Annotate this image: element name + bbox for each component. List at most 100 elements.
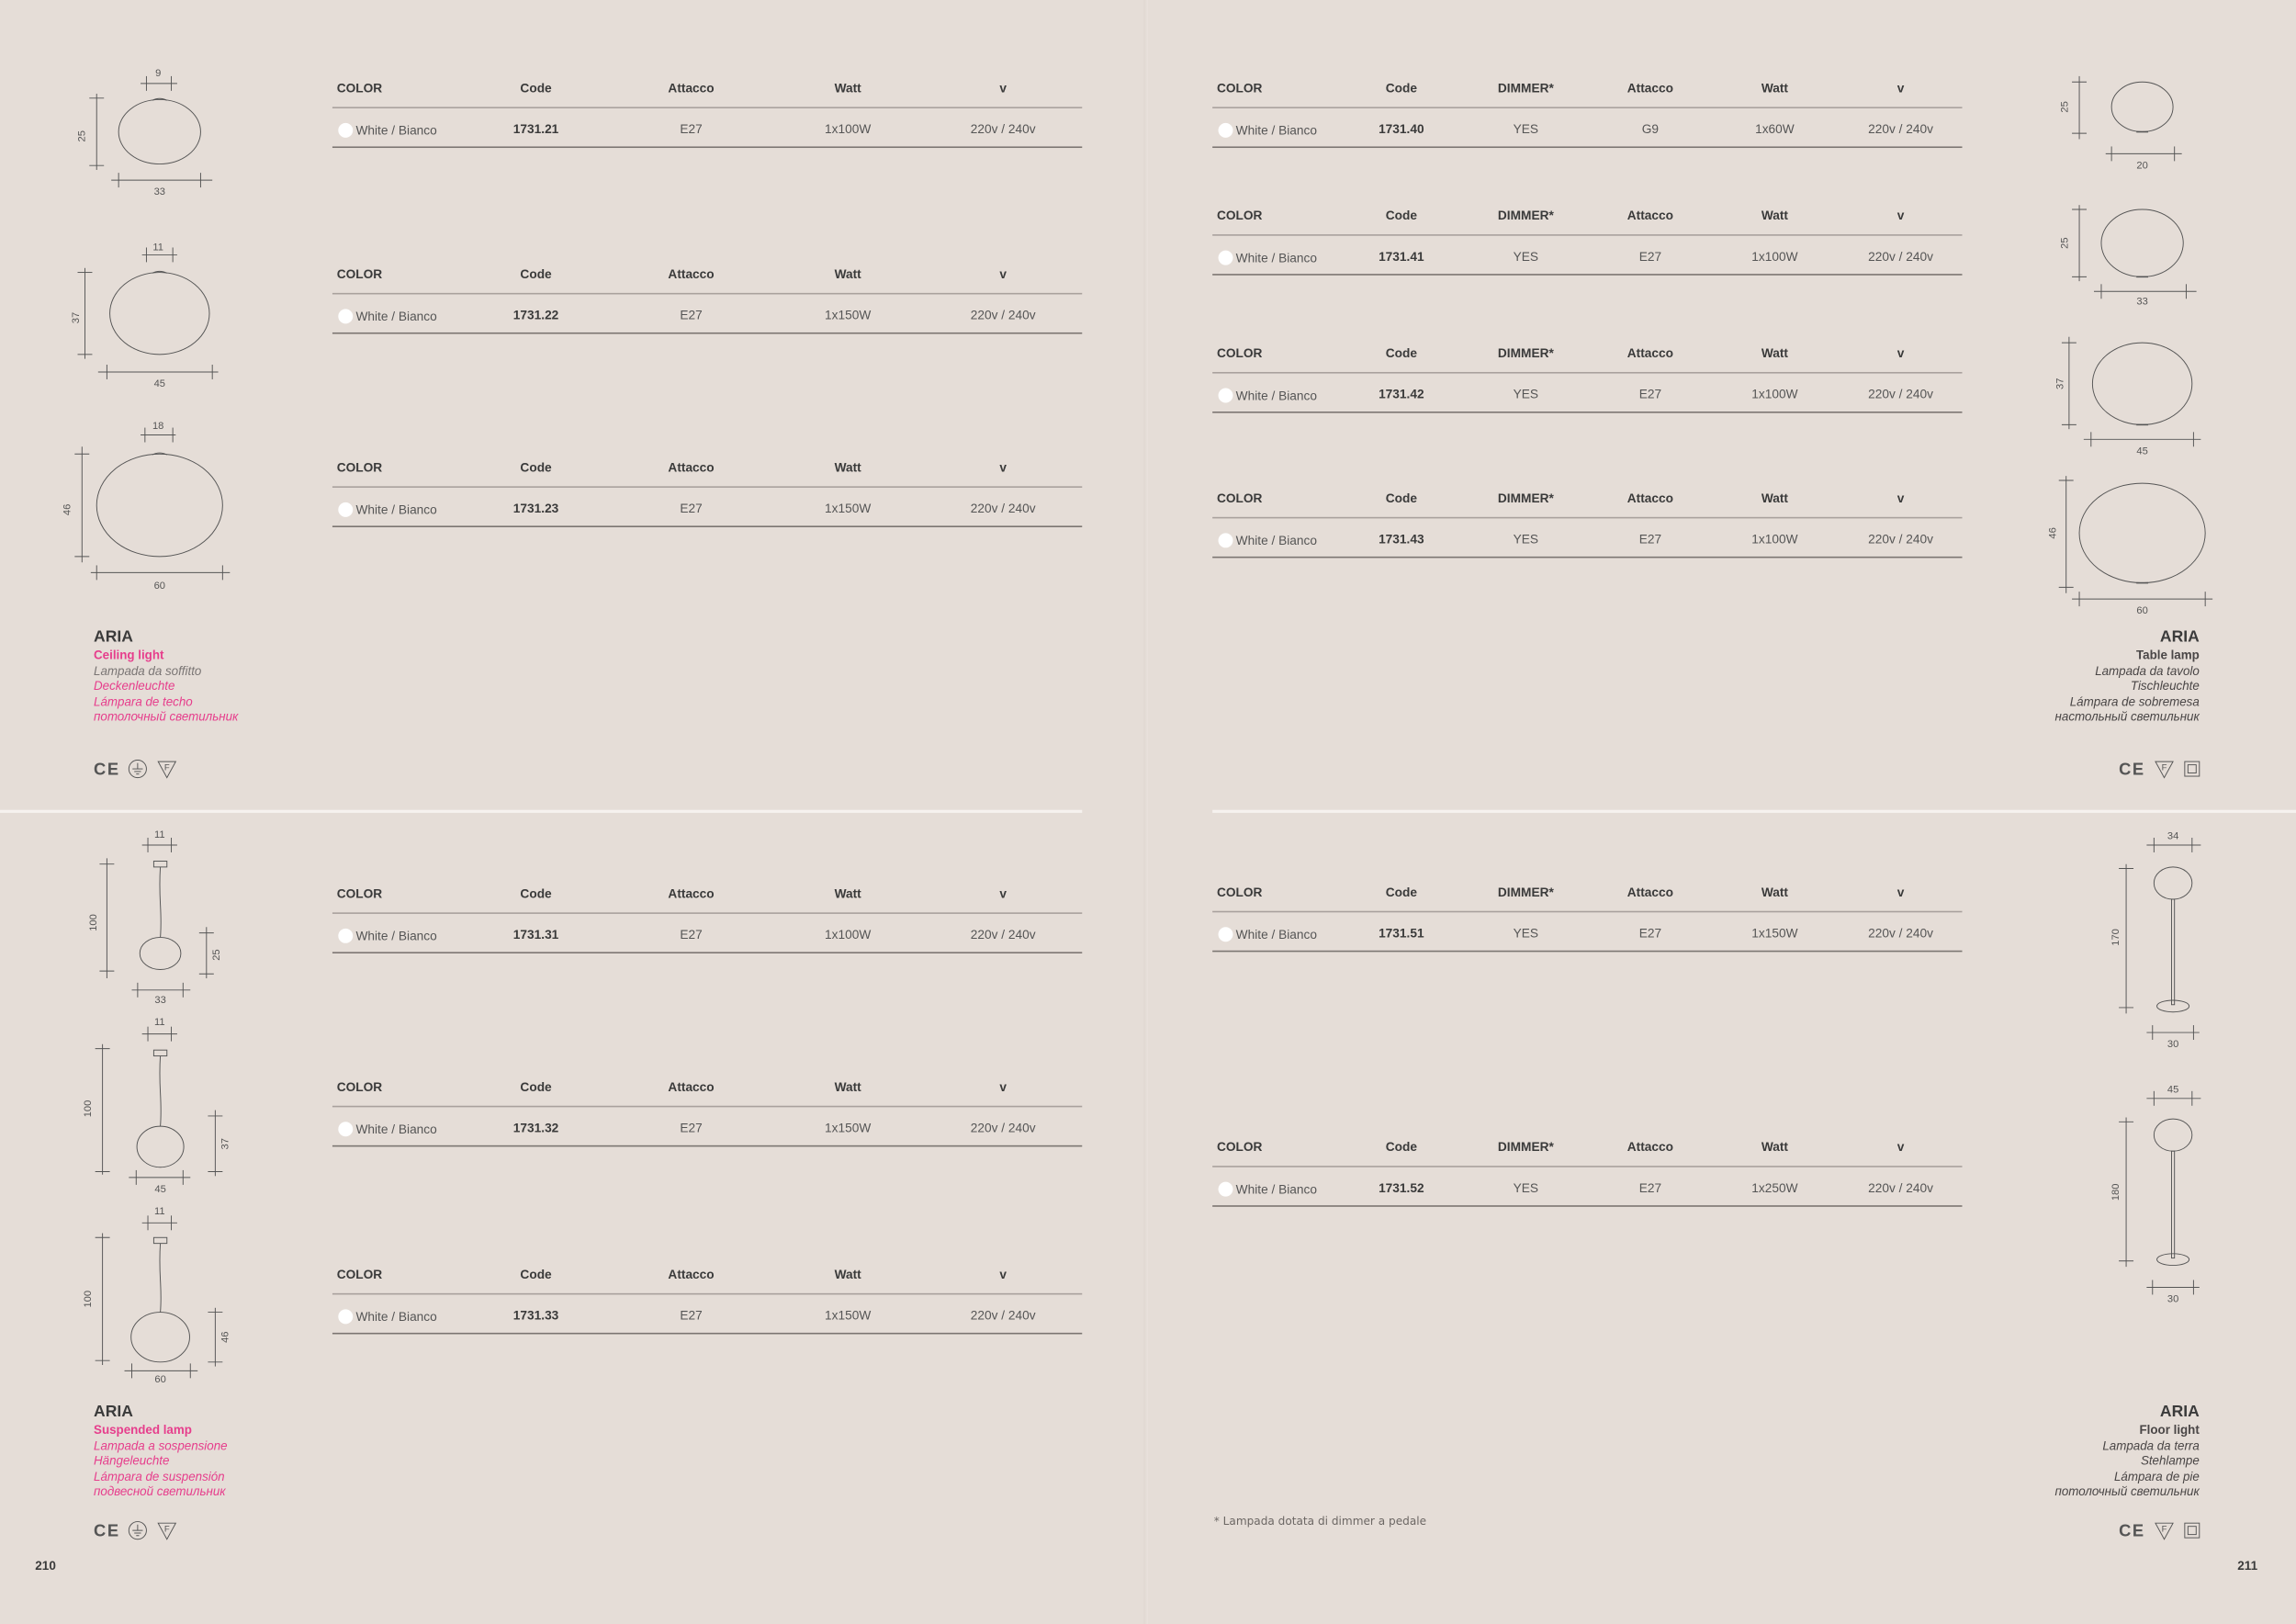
color-swatch-white[interactable]: [338, 122, 354, 138]
f-triangle-icon: F: [2162, 763, 2167, 773]
color-name: White / Bianco: [355, 502, 437, 517]
header-attacco: Attacco: [668, 459, 715, 475]
header-color: COLOR: [336, 885, 383, 901]
dimension-label: 170: [2110, 929, 2122, 946]
cell-code: 1731.22: [512, 307, 559, 322]
ce-mark-icon: CE: [2119, 759, 2145, 778]
header-v: v: [1896, 345, 1905, 361]
color-swatch-white[interactable]: [1218, 388, 1233, 403]
header-code: Code: [1385, 345, 1417, 361]
header-code: Code: [520, 885, 552, 901]
dimension-label: 180: [2110, 1184, 2122, 1201]
header-color: COLOR: [336, 1267, 383, 1282]
header-watt: Watt: [834, 1267, 861, 1282]
glass-globe: [2153, 1118, 2193, 1152]
cell-dimmer: YES: [1513, 386, 1539, 401]
lamp-stem: [2171, 898, 2176, 1006]
earth-ground-icon: [128, 760, 147, 779]
cell-code: 1731.42: [1379, 386, 1424, 401]
row-rule: [1212, 950, 1963, 953]
color-swatch-white[interactable]: [338, 502, 354, 517]
section-divider-right: [1212, 809, 2296, 813]
glass-globe: [2110, 81, 2174, 132]
color-swatch-white[interactable]: [1218, 122, 1233, 138]
dimension-label: 11: [154, 829, 165, 840]
glass-globe: [139, 936, 182, 970]
dimension-label: 25: [2059, 101, 2070, 112]
glass-globe: [118, 98, 201, 165]
header-color: COLOR: [1216, 208, 1263, 223]
cell-attacco: E27: [680, 121, 703, 137]
color-swatch-white[interactable]: [338, 1309, 354, 1325]
cell-v: 220v / 240v: [970, 501, 1036, 516]
header-code: Code: [520, 266, 552, 282]
product-type: Ceiling light: [94, 647, 164, 662]
type-es: Lámpara de suspensión: [94, 1468, 225, 1483]
row-rule: [1212, 274, 1963, 276]
header-attacco: Attacco: [1626, 80, 1674, 96]
color-swatch-white[interactable]: [338, 1122, 354, 1137]
product-name: ARIA: [2159, 627, 2200, 647]
f-triangle-icon: [157, 761, 177, 779]
cell-watt: 1x150W: [825, 1120, 872, 1135]
color-swatch-white[interactable]: [1218, 250, 1233, 265]
ce-mark-icon: CE: [94, 759, 120, 778]
cell-attacco: E27: [1638, 925, 1662, 941]
cell-watt: 1x100W: [825, 121, 872, 137]
page-number-left: 210: [35, 1558, 56, 1573]
cell-attacco: E27: [680, 927, 703, 942]
type-es: Lámpara de pie: [2113, 1468, 2200, 1483]
dimension-label: 46: [62, 504, 73, 515]
type-de: Deckenleuchte: [94, 678, 175, 694]
header-code: Code: [1385, 885, 1417, 899]
dimension-label: 33: [2136, 297, 2147, 308]
header-attacco: Attacco: [1626, 208, 1674, 223]
type-ru: потолочный светильник: [2054, 1483, 2200, 1499]
color-name: White / Bianco: [355, 928, 437, 943]
spec-table: COLOR Code Attacco Watt v White / Bianco 1731.…: [332, 264, 1083, 337]
cell-attacco: E27: [680, 501, 703, 516]
dimension-label: 37: [71, 312, 82, 323]
ceiling-canopy: [152, 1236, 168, 1245]
color-swatch-white[interactable]: [1218, 533, 1233, 548]
cell-code: 1731.52: [1379, 1180, 1424, 1196]
type-ru: подвесной светильник: [94, 1483, 226, 1499]
header-v: v: [1896, 1139, 1905, 1155]
ceiling-mount: [152, 97, 167, 101]
dimension-label: 33: [154, 995, 165, 1006]
color-swatch-white[interactable]: [1218, 1181, 1233, 1197]
dimension-label: 46: [2048, 527, 2059, 538]
spec-table: COLOR Code DIMMER* Attacco Watt v White / Bian…: [1212, 343, 1963, 416]
spec-table: COLOR Code DIMMER* Attacco Watt v White / Bian…: [1212, 1136, 1963, 1210]
cell-v: 220v / 240v: [970, 927, 1036, 942]
ce-mark-icon: CE: [2119, 1521, 2145, 1540]
cell-v: 220v / 240v: [970, 307, 1036, 322]
row-rule: [1212, 412, 1963, 413]
header-color: COLOR: [336, 80, 383, 96]
dimension-label: 60: [154, 1374, 165, 1385]
header-code: Code: [520, 80, 552, 96]
color-swatch-white[interactable]: [1218, 927, 1233, 942]
color-swatch-white[interactable]: [338, 309, 354, 324]
header-rule: [332, 107, 1083, 108]
page-number-right: 211: [2237, 1558, 2258, 1573]
header-rule: [332, 1292, 1083, 1295]
color-name: White / Bianco: [1235, 1181, 1318, 1197]
color-swatch-white[interactable]: [338, 928, 354, 943]
cell-code: 1731.33: [512, 1307, 559, 1323]
dimension-label: 18: [152, 421, 163, 432]
suspension-cable: [159, 866, 162, 938]
header-dimmer: DIMMER*: [1497, 345, 1554, 361]
spec-table: COLOR Code DIMMER* Attacco Watt v White / Bian…: [1212, 882, 1963, 955]
product-type: Table lamp: [2136, 647, 2200, 662]
color-name: White / Bianco: [1235, 122, 1318, 138]
cell-dimmer: YES: [1513, 531, 1539, 547]
header-attacco: Attacco: [668, 1267, 715, 1282]
type-es: Lámpara de techo: [94, 694, 193, 709]
color-name: White / Bianco: [1235, 927, 1318, 942]
type-de: Hängeleuchte: [94, 1452, 170, 1468]
dimension-label: 30: [2167, 1293, 2178, 1304]
lamp-stem: [2171, 1150, 2176, 1259]
header-watt: Watt: [834, 266, 861, 282]
dimension-label: 46: [220, 1331, 231, 1342]
